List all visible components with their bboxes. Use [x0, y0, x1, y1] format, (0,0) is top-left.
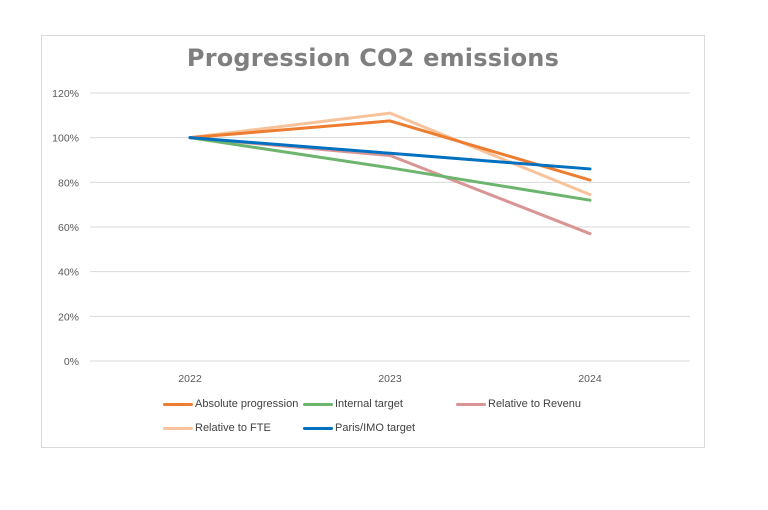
y-tick-label: 60% [58, 222, 79, 234]
y-tick-label: 40% [58, 267, 79, 279]
y-tick-label: 20% [58, 311, 79, 323]
legend-label: Relative to Revenu [488, 398, 581, 410]
legend-swatch-internal-target [303, 402, 333, 406]
legend-label: Paris/IMO target [335, 422, 416, 434]
series-line-relative-to-fte[interactable] [188, 111, 592, 197]
legend-swatch-relative-to-revenu [456, 402, 486, 406]
series-line-paris-imo-target[interactable] [188, 136, 592, 171]
legend-item-absolute-progression[interactable]: Absolute progression [163, 398, 298, 410]
y-tick-label: 120% [52, 88, 79, 100]
legend-swatch-absolute-progression [163, 402, 193, 406]
chart-area [41, 35, 705, 448]
y-tick-label: 0% [64, 356, 79, 368]
legend-label: Relative to FTE [195, 422, 271, 434]
x-tick-label: 2023 [378, 373, 402, 385]
x-tick-label: 2024 [578, 373, 602, 385]
legend-swatch-relative-to-fte [163, 426, 193, 430]
series-line-absolute-progression[interactable] [188, 119, 592, 182]
legend-item-relative-to-revenu[interactable]: Relative to Revenu [456, 398, 581, 410]
legend-item-paris-imo-target[interactable]: Paris/IMO target [303, 422, 415, 434]
y-tick-label: 100% [52, 133, 79, 145]
legend-label: Internal target [335, 398, 403, 410]
chart-title: Progression CO2 emissions [186, 44, 560, 72]
legend-label: Absolute progression [195, 398, 299, 410]
x-tick-label: 2022 [178, 373, 202, 385]
y-tick-label: 80% [58, 177, 79, 189]
series-line-internal-target[interactable] [188, 136, 592, 202]
legend-item-internal-target[interactable]: Internal target [303, 398, 403, 410]
legend-swatch-paris-imo-target [303, 426, 333, 430]
legend-item-relative-to-fte[interactable]: Relative to FTE [163, 422, 271, 434]
